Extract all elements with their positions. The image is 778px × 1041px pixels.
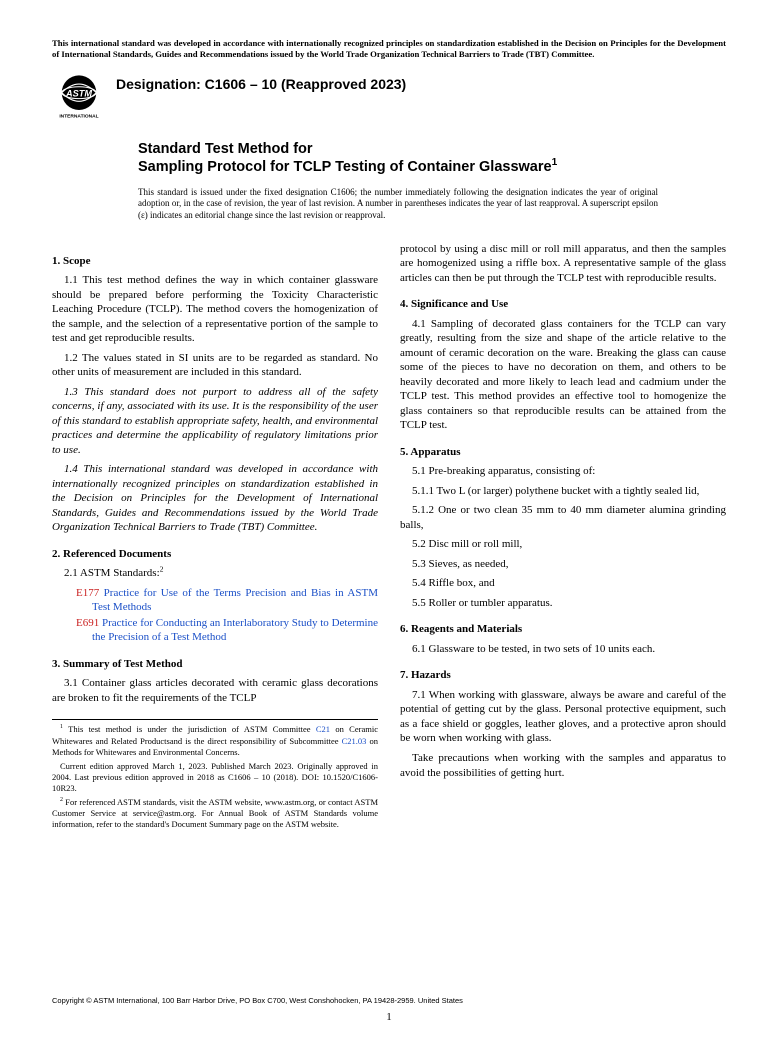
ref-e691[interactable]: E691 Practice for Conducting an Interlab… [64,616,378,645]
para-5-5: 5.5 Roller or tumbler apparatus. [400,596,726,611]
link-c21[interactable]: C21 [316,724,330,734]
page-number: 1 [0,1011,778,1023]
section-5-heading: 5. Apparatus [400,445,726,460]
para-3-1b: protocol by using a disc mill or roll mi… [400,242,726,286]
link-c21-03[interactable]: C21.03 [342,736,367,746]
para-5-3: 5.3 Sieves, as needed, [400,557,726,572]
para-4-1: 4.1 Sampling of decorated glass containe… [400,317,726,433]
title-prefix: Standard Test Method for [138,140,726,158]
para-3-1a: 3.1 Container glass articles decorated w… [52,676,378,705]
para-7-1: 7.1 When working with glassware, always … [400,688,726,746]
footnote-1: 1 This test method is under the jurisdic… [52,724,378,757]
astm-logo: ASTM INTERNATIONAL [52,70,106,124]
footnote-1-edition: Current edition approved March 1, 2023. … [52,761,378,794]
footnotes: 1 This test method is under the jurisdic… [52,719,378,829]
designation: Designation: C1606 – 10 (Reapproved 2023… [116,76,406,92]
section-3-heading: 3. Summary of Test Method [52,657,378,672]
body-columns: 1. Scope 1.1 This test method defines th… [52,242,726,833]
section-4-heading: 4. Significance and Use [400,297,726,312]
para-1-2: 1.2 The values stated in SI units are to… [52,351,378,380]
footnote-2: 2 For referenced ASTM standards, visit t… [52,797,378,830]
para-2-1: 2.1 ASTM Standards:2 [52,566,378,581]
para-5-1: 5.1 Pre-breaking apparatus, consisting o… [400,464,726,479]
title-main: Sampling Protocol for TCLP Testing of Co… [138,158,726,176]
para-1-4: 1.4 This international standard was deve… [52,462,378,535]
issue-note: This standard is issued under the fixed … [138,187,658,222]
references-list: E177 Practice for Use of the Terms Preci… [64,586,378,645]
title-block: Standard Test Method for Sampling Protoc… [138,140,726,176]
svg-text:INTERNATIONAL: INTERNATIONAL [59,114,98,120]
top-committee-note: This international standard was develope… [52,38,726,60]
copyright-line: Copyright © ASTM International, 100 Barr… [52,996,726,1005]
para-6-1: 6.1 Glassware to be tested, in two sets … [400,642,726,657]
section-6-heading: 6. Reagents and Materials [400,622,726,637]
section-7-heading: 7. Hazards [400,668,726,683]
para-1-1: 1.1 This test method defines the way in … [52,273,378,346]
para-5-1-2: 5.1.2 One or two clean 35 mm to 40 mm di… [400,503,726,532]
svg-text:ASTM: ASTM [65,89,92,99]
para-5-1-1: 5.1.1 Two L (or larger) polythene bucket… [400,484,726,499]
para-7-2: Take precautions when working with the s… [400,751,726,780]
header-row: ASTM INTERNATIONAL Designation: C1606 – … [52,70,726,124]
para-5-2: 5.2 Disc mill or roll mill, [400,537,726,552]
para-5-4: 5.4 Riffle box, and [400,576,726,591]
section-2-heading: 2. Referenced Documents [52,547,378,562]
page: This international standard was develope… [0,0,778,1041]
section-1-heading: 1. Scope [52,254,378,269]
para-1-3: 1.3 This standard does not purport to ad… [52,385,378,458]
ref-e177[interactable]: E177 Practice for Use of the Terms Preci… [64,586,378,615]
